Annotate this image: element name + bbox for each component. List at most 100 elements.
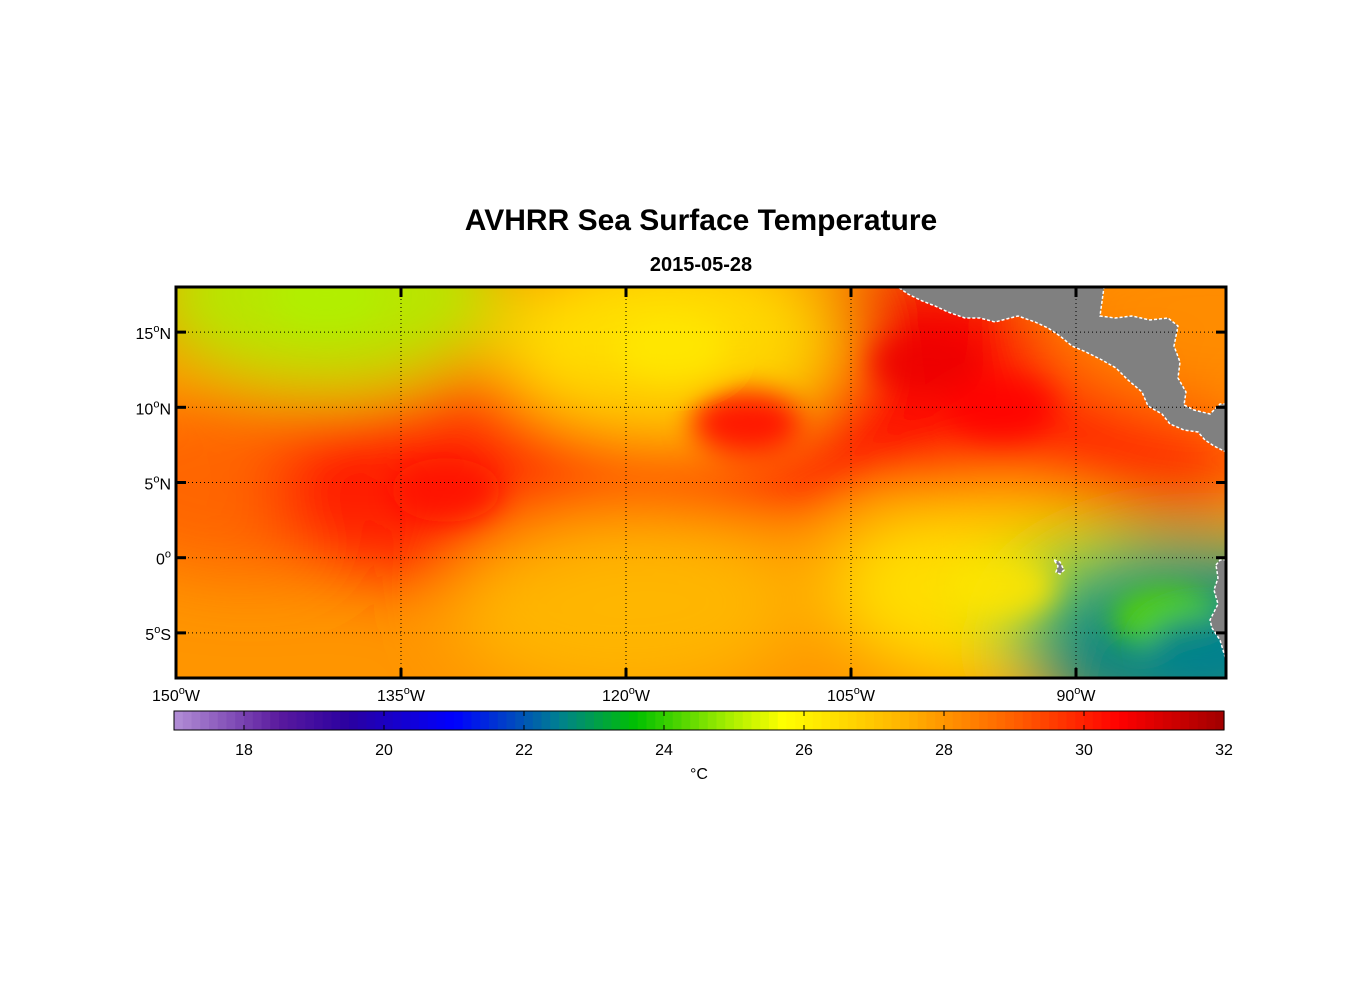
colorbar-cell xyxy=(935,711,945,730)
colorbar-cell xyxy=(200,711,210,730)
colorbar-cell xyxy=(261,711,271,730)
colorbar-cell xyxy=(944,711,954,730)
central-america-land xyxy=(896,287,1226,453)
sst-region xyxy=(451,507,801,678)
colorbar-cell xyxy=(1101,711,1111,730)
lon-tick-label: 150oW xyxy=(152,685,201,705)
sst-anomaly xyxy=(271,287,381,327)
colorbar-cell xyxy=(629,711,639,730)
colorbar-cell xyxy=(1215,711,1225,730)
colorbar-cell xyxy=(786,711,796,730)
colorbar-cell xyxy=(655,711,665,730)
lat-tick-label: 15oN xyxy=(136,323,171,343)
colorbar-cell xyxy=(244,711,254,730)
colorbar-tick-label: 22 xyxy=(515,742,533,759)
colorbar-cell xyxy=(314,711,324,730)
colorbar-cell xyxy=(830,711,840,730)
colorbar-cell xyxy=(585,711,595,730)
colorbar-cell xyxy=(427,711,438,730)
colorbar-cell xyxy=(777,711,788,730)
colorbar-cell xyxy=(839,711,849,730)
colorbar-cell xyxy=(804,711,814,730)
colorbar-cell xyxy=(1206,711,1216,730)
lat-tick-label: 5oS xyxy=(145,624,171,644)
colorbar-cell xyxy=(357,711,368,730)
colorbar-cell xyxy=(1084,711,1094,730)
colorbar-cell xyxy=(191,711,201,730)
colorbar-tick-label: 24 xyxy=(655,742,673,759)
colorbar-ticks: 18 20 22 24 26 28 30 32 xyxy=(235,711,1233,759)
colorbar-cell xyxy=(725,711,735,730)
colorbar-cell xyxy=(821,711,831,730)
colorbar-cell xyxy=(226,711,236,730)
colorbar-cell xyxy=(401,711,411,730)
colorbar-cell xyxy=(541,711,551,730)
colorbar-cell xyxy=(865,711,875,730)
colorbar-cell xyxy=(751,711,761,730)
colorbar-cell xyxy=(576,711,586,730)
colorbar-cell xyxy=(620,711,630,730)
graticule xyxy=(176,287,1226,678)
colorbar-cell xyxy=(1127,711,1138,730)
colorbar-cell xyxy=(996,711,1006,730)
colorbar-cell xyxy=(961,711,971,730)
land-layer xyxy=(896,287,1226,661)
colorbar: 18 20 22 24 26 28 30 32 °C xyxy=(173,710,1233,783)
colorbar-cell xyxy=(471,711,481,730)
colorbar-cell xyxy=(664,711,674,730)
colorbar-frame xyxy=(173,710,1225,731)
colorbar-cell xyxy=(480,711,490,730)
colorbar-cell xyxy=(445,711,455,730)
colorbar-cell xyxy=(454,711,464,730)
colorbar-cell xyxy=(760,711,770,730)
colorbar-cell xyxy=(716,711,726,730)
colorbar-cell xyxy=(1092,711,1103,730)
colorbar-cell xyxy=(847,711,858,730)
colorbar-cell xyxy=(1049,711,1059,730)
colorbar-cell xyxy=(891,711,901,730)
colorbar-cell xyxy=(646,711,656,730)
colorbar-cell xyxy=(270,711,280,730)
colorbar-cell xyxy=(734,711,744,730)
colorbar-cell xyxy=(917,711,928,730)
sst-anomaly xyxy=(946,555,1056,620)
lat-tick-label: 0o xyxy=(156,549,171,569)
colorbar-cell xyxy=(410,711,420,730)
map-axis-labels: 150oW 135oW 120oW 105oW 90oW 15oN 10oN 5oN 0o 5oS xyxy=(136,323,1097,705)
lon-tick-label: 105oW xyxy=(827,685,876,705)
colorbar-cell xyxy=(1154,711,1164,730)
sst-anomaly xyxy=(871,330,981,395)
colorbar-cell xyxy=(699,711,709,730)
colorbar-cell xyxy=(856,711,866,730)
colorbar-cell xyxy=(305,711,315,730)
galapagos-island xyxy=(1052,558,1065,575)
sst-detail-layer xyxy=(271,287,1226,678)
colorbar-cells xyxy=(174,711,1225,730)
colorbar-cell xyxy=(1040,711,1050,730)
colorbar-cell xyxy=(1180,711,1190,730)
colorbar-cell xyxy=(279,711,289,730)
colorbar-cell xyxy=(707,711,718,730)
colorbar-cell xyxy=(287,711,298,730)
sst-anomaly xyxy=(616,315,726,380)
colorbar-cell xyxy=(296,711,306,730)
colorbar-cell xyxy=(1189,711,1199,730)
colorbar-tick-label: 32 xyxy=(1215,742,1233,759)
colorbar-cell xyxy=(681,711,691,730)
colorbar-cell xyxy=(690,711,700,730)
colorbar-cell xyxy=(970,711,980,730)
colorbar-cell xyxy=(235,711,245,730)
colorbar-cell xyxy=(252,711,263,730)
colorbar-cell xyxy=(1171,711,1181,730)
sst-anomaly xyxy=(391,458,501,523)
colorbar-cell xyxy=(1057,711,1068,730)
colorbar-cell xyxy=(489,711,499,730)
lat-tick-label: 10oN xyxy=(136,398,171,418)
colorbar-cell xyxy=(979,711,989,730)
colorbar-cell xyxy=(550,711,560,730)
colorbar-unit-label: °C xyxy=(690,766,708,783)
colorbar-cell xyxy=(559,711,569,730)
colorbar-cell xyxy=(1005,711,1015,730)
